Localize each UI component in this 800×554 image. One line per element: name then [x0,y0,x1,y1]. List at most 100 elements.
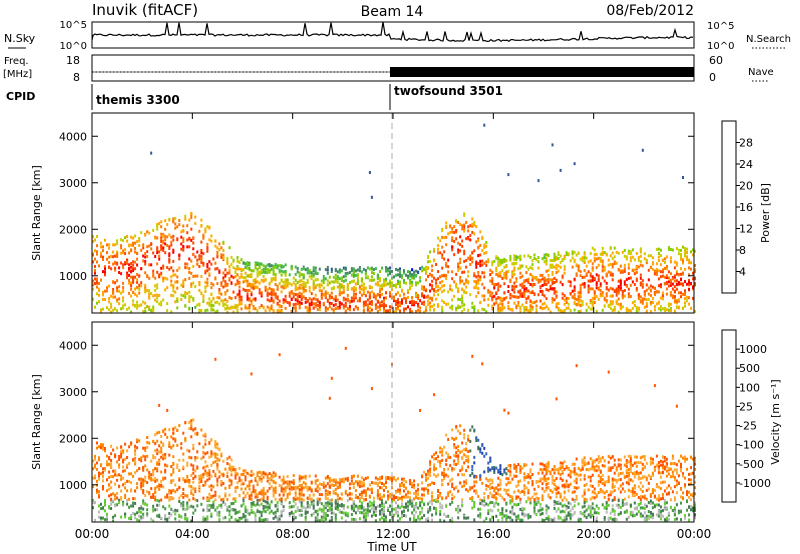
echo-cell [358,485,361,488]
echo-cell [268,306,271,310]
echo-cell [389,272,391,276]
echo-cell [116,242,119,246]
echo-cell [274,490,277,494]
echo-cell [591,266,594,270]
echo-cell [334,492,337,495]
echo-cell [118,455,121,458]
echo-cell [180,247,183,251]
echo-cell [340,302,343,306]
echo-cell [567,306,570,310]
echo-cell [625,255,628,259]
echo-cell [326,509,329,512]
echo-cell [298,306,301,310]
echo-cell [130,243,133,247]
echo-cell [399,491,401,495]
echo-cell [282,505,285,509]
echo-cell [684,290,686,294]
echo-cell [266,267,269,271]
echo-cell [581,275,584,279]
echo-cell [306,299,309,303]
echo-cell [250,293,253,297]
echo-cell [184,494,187,497]
echo-cell [387,282,389,286]
echo-cell [154,284,157,288]
echo-cell [216,483,219,487]
echo-cell [146,512,149,516]
echo-cell [621,293,624,297]
echo-cell [425,478,428,482]
echo-cell [322,281,325,284]
echo-cell [553,257,556,261]
echo-cell [381,486,383,490]
echo-cell [190,420,193,424]
echo-cell [661,307,664,311]
echo-cell [557,257,560,260]
echo-cell [230,262,233,266]
echo-cell [270,307,273,311]
echo-cell [228,513,231,517]
echo-cell [615,250,618,254]
echo-cell [202,294,205,298]
echo-cell [479,264,482,268]
echo-cell [174,512,177,516]
echo-cell [527,295,530,299]
echo-cell [288,514,291,518]
echo-cell [290,298,293,301]
echo-cell [242,482,245,486]
echo-cell [190,485,193,488]
echo-cell [190,491,193,495]
echo-cell [114,254,117,258]
echo-cell [635,306,638,309]
echo-cell [256,473,259,477]
echo-cell [555,290,558,294]
echo-cell [144,252,147,255]
echo-cell [583,259,586,263]
echo-cell [286,278,289,282]
echo-cell [178,424,181,428]
echo-cell [583,269,586,273]
echo-cell [403,307,405,311]
echo-cell [399,490,401,493]
echo-cell [292,496,295,500]
echo-cell [290,290,293,293]
echo-cell [186,494,189,498]
echo-cell [232,266,235,270]
echo-cell [222,249,225,252]
echo-cell [549,287,552,291]
echo-cell [190,227,193,231]
echo-cell [158,302,161,306]
echo-cell [427,266,430,270]
echo-cell [192,447,195,451]
echo-cell [252,485,255,489]
echo-cell [647,278,650,282]
echo-cell [680,295,682,299]
echo-cell [342,504,345,508]
echo-cell [146,250,149,254]
echo-cell [130,516,133,520]
echo-cell [308,289,311,293]
echo-cell [579,289,582,293]
echo-cell [100,309,102,313]
echo-cell [292,504,295,508]
echo-cell [116,446,119,450]
echo-cell [296,296,299,300]
echo-cell [595,281,598,285]
echo-cell [124,303,127,307]
echo-cell [126,273,129,277]
echo-cell [485,241,488,244]
echo-cell [429,308,432,312]
echo-cell [294,509,297,513]
echo-cell [120,272,123,276]
echo-cell [350,517,353,521]
echo-cell [252,282,255,286]
echo-cell [314,303,317,307]
echo-cell [587,284,590,288]
echo-cell [160,271,163,275]
echo-cell [156,246,159,250]
echo-cell [427,483,430,487]
echo-cell [102,470,104,474]
echo-cell [413,516,416,520]
echo-cell [366,513,369,517]
echo-cell [395,506,397,510]
echo-cell [507,290,510,293]
